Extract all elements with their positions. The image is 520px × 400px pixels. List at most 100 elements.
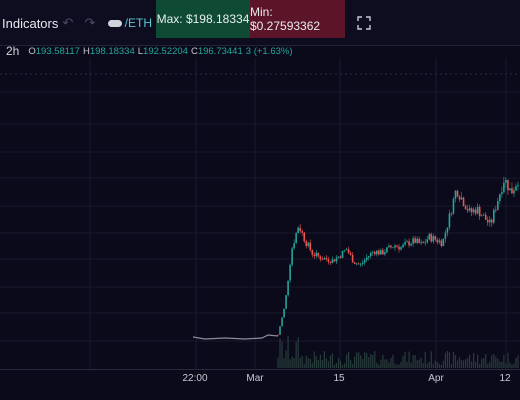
volume-bar — [442, 360, 444, 368]
indicators-button[interactable]: Indicators — [0, 0, 60, 46]
candle-body — [452, 198, 455, 214]
volume-bar — [356, 352, 358, 368]
candle-body — [325, 257, 328, 260]
volume-bar — [503, 354, 505, 368]
candle-body — [374, 251, 376, 255]
x-tick-label: 12 — [499, 373, 511, 384]
candle-body — [311, 250, 314, 255]
candle-body — [369, 252, 372, 257]
candle-body — [505, 179, 507, 183]
candle-body — [422, 242, 425, 244]
candle-body — [468, 208, 471, 211]
candle-body — [513, 190, 515, 194]
high-key: H — [82, 45, 90, 57]
volume-bar — [347, 351, 350, 368]
volume-bar — [325, 358, 328, 368]
volume-bar — [410, 362, 412, 368]
candle-body — [287, 280, 289, 296]
candle-body — [476, 206, 479, 214]
candle-body — [515, 186, 517, 191]
volume-bar — [414, 355, 416, 368]
candle-body — [303, 232, 306, 242]
candle-body — [343, 250, 346, 252]
candle-body — [424, 242, 427, 244]
candle-body — [329, 261, 332, 263]
fullscreen-icon[interactable] — [352, 0, 376, 46]
chart-grid — [0, 58, 520, 369]
candle-body — [426, 239, 429, 243]
candle-body — [355, 263, 358, 265]
candle-body — [490, 219, 493, 223]
volume-bar — [400, 361, 402, 368]
token-icon — [108, 20, 122, 27]
volume-bar — [370, 354, 372, 368]
candle-body — [460, 197, 463, 200]
candle-body — [293, 243, 295, 249]
volume-bar — [352, 364, 354, 368]
candle-body — [517, 185, 519, 187]
candle-body — [378, 250, 380, 255]
candle-body — [442, 238, 445, 246]
volume-bar — [295, 341, 297, 368]
candle-body — [317, 252, 320, 257]
candle-body — [281, 317, 283, 327]
candle-body — [353, 262, 356, 264]
volume-bar — [319, 354, 321, 368]
volume-bar — [382, 354, 384, 368]
volume-bar — [485, 353, 487, 368]
volume-bar — [436, 361, 438, 368]
volume-bar — [311, 363, 313, 368]
volume-bar — [499, 361, 501, 368]
candle-body — [331, 259, 334, 263]
volume-bar — [444, 352, 446, 368]
volume-bar — [456, 360, 459, 368]
volume-bar — [406, 362, 408, 368]
candle-body — [327, 259, 330, 262]
redo-icon[interactable]: ↷ — [84, 15, 96, 30]
candle-body — [462, 197, 465, 207]
candle-body — [507, 179, 509, 191]
candle-body — [503, 182, 505, 193]
volume-bar — [331, 353, 334, 368]
candle-body — [474, 209, 477, 214]
candle-body — [495, 209, 497, 211]
volume-bar — [384, 359, 386, 368]
undo-icon[interactable]: ↶ — [62, 15, 74, 30]
volume-bar — [337, 358, 340, 368]
volume-bar — [466, 357, 469, 368]
volume-bar — [378, 364, 380, 368]
candle-body — [488, 219, 491, 223]
candle-body — [394, 245, 396, 248]
candle-body — [511, 188, 513, 194]
volume-bar — [281, 341, 283, 368]
candle-body — [335, 257, 338, 262]
timeframe-label[interactable]: 2h — [6, 44, 20, 58]
pair-selector[interactable]: /ETH — [108, 0, 152, 46]
volume-bar — [345, 354, 348, 368]
candle-body — [484, 214, 487, 220]
candle-body — [430, 234, 433, 242]
volume-bar — [454, 355, 457, 368]
volume-bar — [364, 352, 366, 368]
volume-bar — [487, 363, 489, 368]
prelaunch-line — [192, 334, 279, 340]
close-key: C — [190, 45, 198, 57]
candle-body — [436, 239, 439, 243]
candle-body — [497, 201, 499, 210]
candle-body — [392, 247, 394, 249]
volume-bar — [398, 364, 400, 368]
volume-bar — [495, 356, 497, 368]
candle-body — [438, 240, 441, 243]
volume-bar — [418, 359, 420, 368]
volume-bars — [277, 335, 519, 368]
volume-bar — [327, 361, 330, 368]
volume-bar — [489, 361, 491, 368]
volume-bar — [388, 362, 390, 368]
volume-bar — [432, 364, 434, 368]
volume-bar — [376, 362, 378, 368]
candle-body — [289, 264, 291, 281]
volume-bar — [450, 364, 453, 368]
volume-bar — [392, 354, 394, 368]
volume-bar — [289, 359, 291, 368]
